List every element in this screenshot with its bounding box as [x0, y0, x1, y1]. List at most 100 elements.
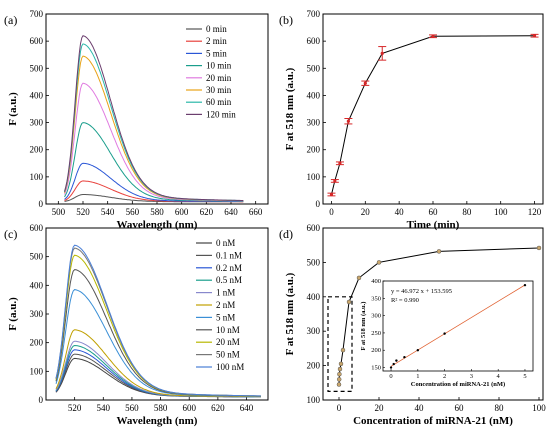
legend-label: 0 nM [216, 238, 235, 248]
data-point [536, 245, 542, 251]
inset-data-point [523, 283, 527, 287]
x-tick-label: 60 [455, 403, 465, 413]
y-tick-label: 100 [307, 395, 321, 405]
panel-label: (a) [4, 13, 17, 27]
y-tick-label: 400 [30, 90, 44, 100]
x-tick-label: 0 [337, 403, 342, 413]
x-tick-label: 640 [224, 207, 238, 217]
inset-y-axis-title: F at 518 nm (a.u.) [360, 302, 367, 351]
y-tick-label: 100 [30, 172, 44, 182]
legend-label: 2 nM [216, 300, 235, 310]
legend-label: 30 min [206, 85, 232, 95]
y-tick-label: 500 [30, 252, 44, 262]
x-axis-title: Concentration of miRNA-21 (nM) [353, 415, 513, 427]
series-line [55, 353, 261, 398]
inset-data-point [416, 349, 420, 352]
panel-label: (b) [279, 13, 293, 27]
y-tick-label: 600 [30, 36, 44, 46]
data-point [436, 249, 442, 254]
inset-x-tick-label: 1 [416, 373, 419, 380]
series-line [55, 244, 261, 397]
x-tick-label: 40 [415, 403, 425, 413]
data-point [532, 34, 537, 38]
y-tick-label: 300 [30, 309, 44, 319]
data-point [356, 275, 362, 281]
y-tick-label: 500 [30, 63, 44, 73]
inset-data-point [395, 359, 398, 362]
panel-c: 520 540 560 580 600 620 640 0 100 200 300 400 500 600… [4, 223, 269, 427]
x-tick-label: 580 [150, 207, 164, 217]
legend-label: 0.2 nM [216, 263, 242, 273]
inset-y-tick-label: 250 [371, 330, 381, 337]
y-axis-title: F (a.u.) [7, 297, 19, 331]
y-axis-title: F at 518 nm (a.u.) [284, 67, 296, 150]
legend-label: 5 nM [216, 312, 235, 322]
x-tick-label: 540 [101, 207, 115, 217]
legend-label: 0.1 nM [216, 250, 242, 260]
x-tick-label: 80 [462, 207, 472, 217]
y-tick-label: 400 [307, 90, 321, 100]
y-tick-label: 100 [30, 366, 44, 376]
y-tick-label: 300 [30, 118, 44, 128]
x-tick-label: 100 [494, 207, 508, 217]
x-tick-label: 600 [182, 403, 196, 413]
x-tick-label: 120 [528, 207, 542, 217]
inset-data-point [392, 362, 395, 366]
data-point [329, 192, 334, 197]
data-point [336, 382, 342, 387]
y-tick-label: 200 [307, 145, 321, 155]
inset-data-point [403, 355, 406, 359]
fit-line [390, 284, 526, 367]
x-tick-label: 40 [395, 207, 405, 217]
x-tick-label: 20 [375, 403, 385, 413]
x-tick-label: 580 [154, 403, 168, 413]
y-tick-label: 300 [307, 118, 321, 128]
x-tick-label: 540 [97, 403, 111, 413]
y-axis-title: F at 518 nm (a.u.) [284, 272, 296, 355]
data-point [336, 377, 342, 382]
panel-label: (d) [279, 227, 293, 241]
legend-label: 50 nM [216, 350, 240, 360]
y-tick-label: 600 [307, 223, 321, 233]
legend-label: 1 nM [216, 288, 235, 298]
x-tick-label: 80 [495, 403, 505, 413]
y-tick-label: 400 [307, 292, 321, 302]
inset-data-point [443, 332, 446, 335]
panel-d: 0 20 40 60 80 100100200300400500600Concentrat… [279, 223, 546, 427]
legend-label: 5 min [206, 48, 227, 58]
highlight-box [327, 296, 353, 392]
y-tick-label: 200 [30, 338, 44, 348]
inset-x-tick-label: 2 [443, 373, 446, 380]
x-tick-label: 620 [211, 403, 225, 413]
x-tick-label: 560 [126, 207, 140, 217]
y-tick-label: 400 [30, 280, 44, 290]
y-axis-title: F (a.u.) [7, 92, 19, 126]
data-point [363, 81, 367, 85]
x-tick-label: 560 [125, 403, 139, 413]
inset-x-tick-label: 0 [389, 373, 392, 380]
panel-label: (c) [4, 227, 17, 241]
inset-y-tick-label: 200 [371, 347, 381, 354]
data-point [340, 347, 346, 353]
y-tick-label: 600 [30, 223, 44, 233]
inset-x-tick-label: 4 [497, 373, 501, 380]
y-tick-label: 0 [39, 199, 44, 209]
panel-a: 500 520 540 560 580 600 620 640 660 0 100 200 300 400… [4, 9, 269, 231]
legend-label: 20 nM [216, 337, 240, 347]
data-point [338, 361, 344, 367]
inset-y-tick-label: 300 [371, 313, 381, 320]
data-point [376, 260, 382, 265]
series-line [331, 35, 535, 195]
legend-label: 0 min [206, 24, 227, 34]
x-tick-label: 520 [68, 403, 82, 413]
x-axis-title: Time (min) [407, 219, 460, 231]
legend-label: 10 min [206, 61, 232, 71]
y-tick-label: 500 [307, 63, 321, 73]
inset-y-tick-label: 400 [371, 278, 381, 285]
legend-label: 10 nM [216, 325, 240, 335]
y-tick-label: 0 [39, 395, 44, 405]
legend-label: 120 min [206, 109, 236, 119]
x-tick-label: 600 [175, 207, 189, 217]
inset-x-tick-label: 3 [470, 373, 473, 380]
panel-b: 0 20 40 60 80 100 120 0 100 200 300 400 500 600 700 Tim… [279, 9, 544, 231]
